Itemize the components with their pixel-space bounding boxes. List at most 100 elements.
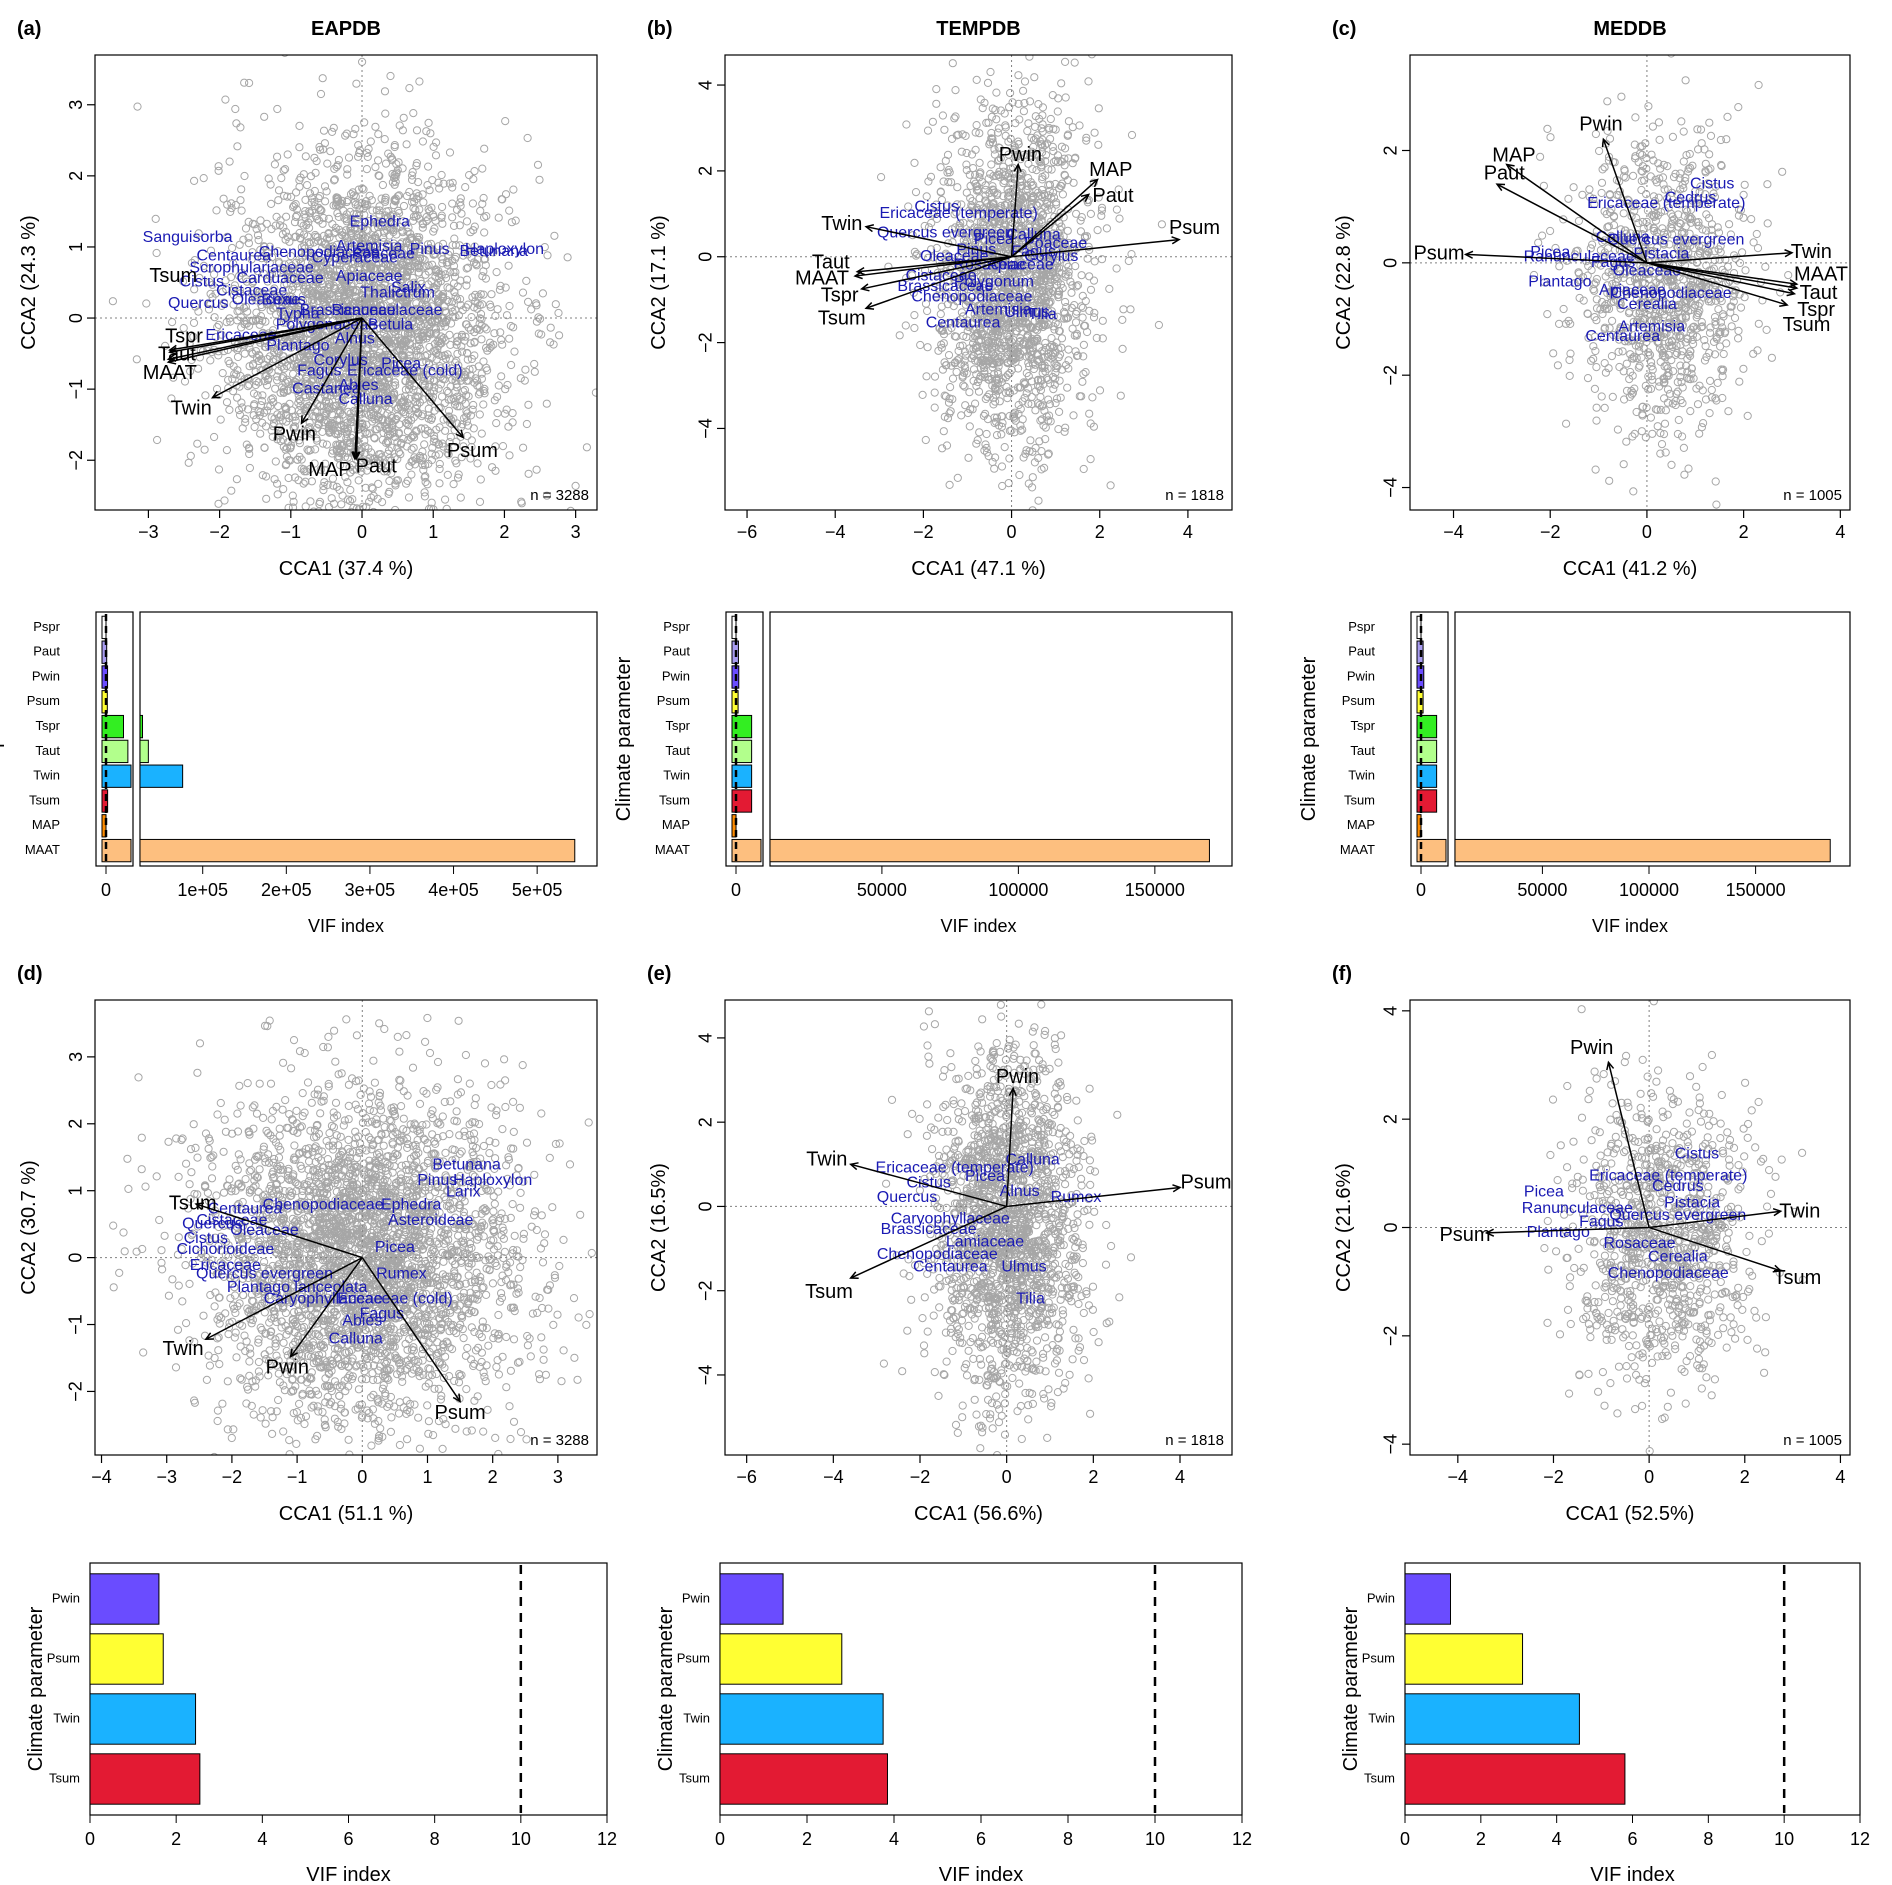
sample-point [428, 210, 438, 219]
sample-point [378, 180, 387, 190]
sample-point [342, 280, 351, 289]
sample-point [996, 281, 1005, 290]
sample-point [406, 229, 415, 238]
sample-point [320, 478, 329, 487]
panel-a-vif: MAATMAPTsumTwinTautTsprPsumPwinPautPspr0… [0, 611, 598, 936]
sample-point [288, 299, 297, 308]
sample-point [262, 494, 271, 503]
sample-point [1090, 257, 1099, 266]
sample-point [342, 429, 352, 438]
sample-point [466, 371, 475, 380]
sample-point [1030, 211, 1039, 221]
sample-point [380, 222, 389, 231]
sample-point [1016, 405, 1025, 414]
sample-point [1076, 227, 1086, 236]
sample-point [295, 439, 304, 448]
sample-point [1001, 201, 1010, 210]
arrow-label-Twin: Twin [171, 397, 212, 419]
sample-point [953, 356, 962, 365]
sample-point [241, 414, 250, 423]
sample-point [930, 372, 940, 381]
sample-point [395, 121, 404, 130]
sample-point [445, 148, 455, 157]
sample-point [946, 407, 955, 416]
sample-point [1054, 268, 1064, 277]
sample-point [332, 430, 341, 439]
sample-point [236, 289, 245, 298]
sample-point [343, 424, 352, 433]
sample-point [1097, 211, 1106, 220]
sample-point [276, 437, 285, 446]
sample-point [452, 356, 461, 366]
sample-point [194, 307, 203, 316]
sample-point [350, 287, 360, 296]
sample-point [294, 307, 303, 316]
sample-point [500, 409, 510, 418]
sample-point [235, 240, 244, 249]
sample-point [415, 453, 424, 462]
sample-point [934, 284, 943, 293]
sample-point [968, 164, 978, 173]
sample-point [456, 201, 465, 210]
sample-point [895, 331, 904, 340]
sample-point [190, 285, 199, 294]
sample-point [451, 268, 460, 277]
sample-point [424, 261, 433, 270]
arrow-label-Tsum: Tsum [149, 265, 197, 287]
sample-point [362, 466, 371, 475]
sample-point [984, 174, 993, 183]
sample-point [1063, 130, 1073, 139]
sample-point [303, 268, 313, 277]
sample-point [265, 271, 275, 281]
sample-point [273, 247, 282, 256]
sample-point [1031, 134, 1041, 143]
sample-point [319, 213, 328, 223]
sample-point [423, 312, 433, 321]
sample-point [958, 248, 968, 257]
sample-point [1023, 228, 1032, 237]
sample-point [407, 470, 416, 479]
sample-point [412, 346, 421, 355]
sample-point [214, 162, 223, 171]
sample-point [193, 439, 202, 448]
sample-point [505, 451, 514, 460]
sample-point [969, 376, 978, 385]
sample-point [334, 292, 343, 301]
sample-point [1068, 249, 1077, 258]
sample-point [486, 303, 495, 312]
sample-point [362, 502, 371, 510]
sample-point [186, 451, 195, 460]
sample-point [1017, 177, 1027, 186]
sample-point [546, 323, 555, 332]
sample-point [953, 473, 962, 482]
sample-point [490, 396, 499, 405]
sample-point [271, 457, 280, 466]
sample-point [1118, 344, 1127, 353]
sample-point [347, 217, 356, 226]
sample-point [983, 78, 993, 88]
sample-point [232, 475, 241, 484]
sample-point [1078, 291, 1087, 300]
sample-point [285, 306, 294, 315]
sample-point [438, 374, 447, 384]
sample-point [993, 270, 1002, 279]
sample-point [307, 477, 316, 486]
sample-point [425, 186, 434, 195]
sample-point [233, 142, 242, 151]
sample-point [464, 421, 473, 430]
sample-point [994, 217, 1003, 226]
sample-point [1053, 530, 1060, 537]
sample-point [396, 322, 405, 331]
sample-point [507, 218, 516, 227]
sample-point [235, 286, 244, 295]
sample-point [1043, 42, 1050, 49]
sample-point [959, 381, 968, 390]
sample-point [327, 347, 336, 356]
sample-point [530, 595, 537, 602]
sample-point [447, 364, 456, 373]
sample-point [288, 491, 297, 500]
sample-point [949, 273, 959, 282]
sample-point [1067, 288, 1076, 297]
sample-point [243, 307, 252, 316]
sample-point [294, 362, 303, 371]
